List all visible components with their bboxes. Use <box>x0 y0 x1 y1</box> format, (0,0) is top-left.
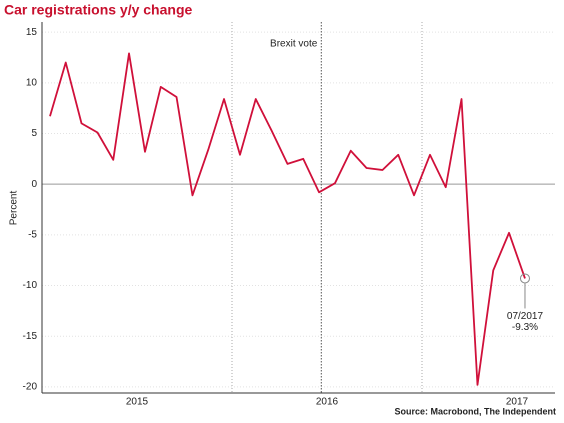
x-tick-label: 2016 <box>316 397 339 408</box>
callout-value: -9.3% <box>512 322 538 333</box>
callout-marker <box>519 273 530 284</box>
y-tick-label: -10 <box>23 280 38 291</box>
y-tick-label: 5 <box>31 128 37 139</box>
y-tick-label: 15 <box>26 27 38 38</box>
series-line <box>49 52 526 386</box>
y-tick-label: -15 <box>23 331 38 342</box>
x-tick-label: 2015 <box>126 397 149 408</box>
callout-date: 07/2017 <box>507 311 544 322</box>
y-tick-label: -5 <box>28 230 37 241</box>
y-tick-label: 10 <box>26 77 38 88</box>
source: Source: Macrobond, The Independent <box>394 406 556 416</box>
y-axis-label: Percent <box>9 191 20 226</box>
y-tick-label: 0 <box>31 179 37 190</box>
x-tick-label: 2017 <box>506 397 529 408</box>
event-label: Brexit vote <box>270 39 318 50</box>
y-tick-label: -20 <box>23 382 38 393</box>
chart-title: Car registrations y/y change <box>4 2 193 18</box>
